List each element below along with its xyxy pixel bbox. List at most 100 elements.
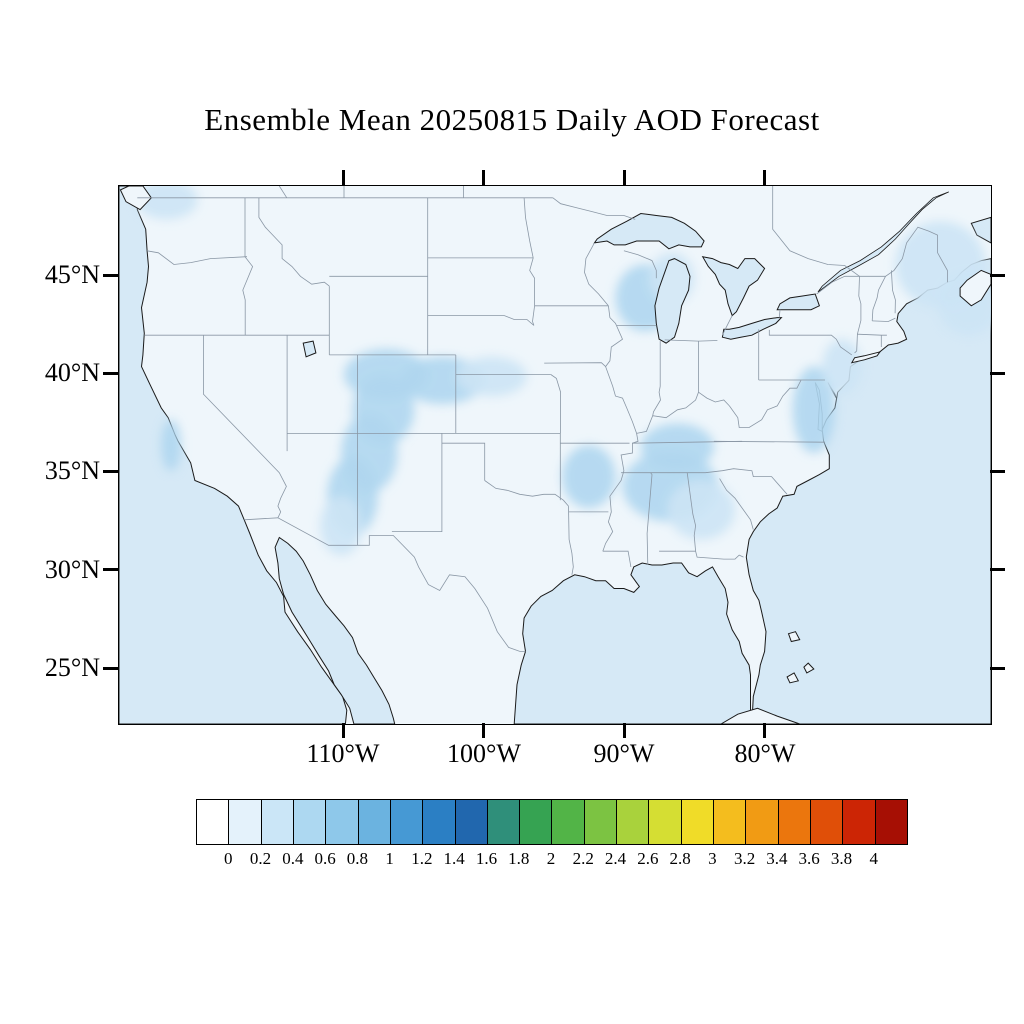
colorbar-tick-label: 4 bbox=[869, 849, 878, 868]
axis-tick bbox=[103, 470, 118, 474]
colorbar-tick-label: 1.4 bbox=[443, 849, 465, 868]
lake bbox=[701, 256, 766, 317]
lake bbox=[593, 212, 705, 250]
colorbar-labels: 0 0.2 0.4 0.6 0.8 1 1.2 1.4 1.6 1.8 2 2.2 2.4 2.6 2.8 3… bbox=[196, 849, 906, 873]
axis-tick bbox=[990, 666, 1005, 670]
border-line bbox=[544, 362, 606, 367]
colorbar-cell bbox=[520, 800, 553, 844]
colorbar-cell bbox=[390, 800, 424, 844]
border-line bbox=[871, 276, 886, 321]
colorbar-tick-label: 0 bbox=[224, 849, 233, 868]
border-line bbox=[550, 374, 562, 434]
colorbar-cell bbox=[293, 800, 327, 844]
y-axis-label: 40°N bbox=[44, 358, 100, 387]
colorbar-tick-label: 2 bbox=[546, 849, 556, 868]
border-line bbox=[568, 506, 574, 575]
border-line bbox=[646, 472, 653, 566]
colorbar-tick-label: 0.6 bbox=[314, 849, 336, 868]
border-line bbox=[872, 317, 896, 322]
border-line bbox=[652, 341, 661, 416]
x-axis-label: 110°W bbox=[306, 739, 380, 768]
axis-tick bbox=[763, 723, 767, 738]
island bbox=[720, 707, 800, 724]
colorbar-cell bbox=[843, 800, 876, 844]
border-line bbox=[258, 197, 330, 287]
island bbox=[786, 672, 800, 684]
axis-tick bbox=[103, 666, 118, 670]
island bbox=[787, 631, 801, 643]
colorbar-cell bbox=[326, 800, 359, 844]
aod-patch bbox=[792, 366, 835, 453]
border-line bbox=[659, 550, 744, 560]
axis-tick bbox=[103, 568, 118, 572]
page-title: Ensemble Mean 20250815 Daily AOD Forecas… bbox=[204, 102, 820, 137]
y-axis-label: 45°N bbox=[44, 260, 100, 289]
lake bbox=[302, 340, 317, 358]
colorbar-tick-label: 0.2 bbox=[249, 849, 272, 868]
coastline bbox=[970, 216, 991, 244]
colorbar-tick-label: 3.4 bbox=[766, 849, 788, 868]
aod-patch bbox=[562, 445, 616, 508]
aod-patch bbox=[640, 423, 715, 471]
aod-patch bbox=[161, 419, 181, 471]
axis-tick bbox=[990, 568, 1005, 572]
axis-tick bbox=[482, 723, 486, 738]
aod-patch bbox=[456, 356, 527, 397]
colorbar-cell bbox=[681, 800, 714, 844]
colorbar-tick-label: 2.8 bbox=[669, 849, 691, 868]
axis-tick bbox=[341, 170, 345, 185]
coastline bbox=[274, 536, 396, 724]
border-line bbox=[698, 391, 730, 407]
map-canvas bbox=[119, 186, 991, 724]
y-axis-label: 30°N bbox=[44, 555, 100, 584]
border-line bbox=[719, 478, 754, 530]
colorbar-cell bbox=[552, 800, 585, 844]
border-line bbox=[391, 433, 443, 532]
axis-tick bbox=[341, 723, 345, 738]
axis-tick bbox=[482, 170, 486, 185]
border-line bbox=[203, 335, 287, 518]
colorbar-tick-label: 2.6 bbox=[637, 849, 659, 868]
border-line bbox=[623, 250, 657, 279]
colorbar-tick-label: 3.8 bbox=[830, 849, 853, 868]
x-axis-label: 80°W bbox=[734, 739, 796, 768]
colorbar-cell bbox=[261, 800, 294, 844]
aod-patch bbox=[667, 480, 736, 540]
axis-tick bbox=[103, 371, 118, 375]
border-line bbox=[441, 442, 486, 481]
coastline bbox=[119, 186, 348, 724]
border-line bbox=[729, 379, 802, 428]
border-line bbox=[891, 270, 896, 314]
border-line bbox=[244, 517, 526, 652]
border-line bbox=[768, 329, 853, 356]
colorbar-cell bbox=[197, 800, 230, 844]
colorbar bbox=[196, 799, 908, 845]
bay bbox=[817, 191, 949, 293]
colorbar-cell bbox=[423, 800, 456, 844]
island bbox=[959, 269, 991, 307]
ocean-layer bbox=[119, 186, 991, 724]
colorbar-tick-label: 1.2 bbox=[411, 849, 433, 868]
colorbar-cell bbox=[649, 800, 682, 844]
colorbar-tick-label: 1.6 bbox=[475, 849, 498, 868]
border-line bbox=[854, 276, 862, 354]
colorbar-tick-label: 0.8 bbox=[346, 849, 368, 868]
island bbox=[850, 351, 882, 364]
lake bbox=[654, 258, 691, 344]
border-line bbox=[552, 197, 636, 220]
colorbar-cell bbox=[487, 800, 521, 844]
colorbar-cell bbox=[584, 800, 618, 844]
axis-tick bbox=[990, 273, 1005, 277]
border-line bbox=[705, 468, 788, 495]
border-line bbox=[778, 309, 781, 318]
x-axis-label: 100°W bbox=[447, 739, 521, 768]
lakes-layer bbox=[302, 212, 821, 358]
colorbar-cell bbox=[810, 800, 844, 844]
colorbar-tick-label: 3 bbox=[708, 849, 717, 868]
y-axis-label: 35°N bbox=[44, 456, 100, 485]
colorbar-cell bbox=[617, 800, 650, 844]
lake bbox=[776, 293, 821, 311]
colorbar-tick-label: 0.4 bbox=[282, 849, 304, 868]
border-line bbox=[147, 250, 248, 265]
